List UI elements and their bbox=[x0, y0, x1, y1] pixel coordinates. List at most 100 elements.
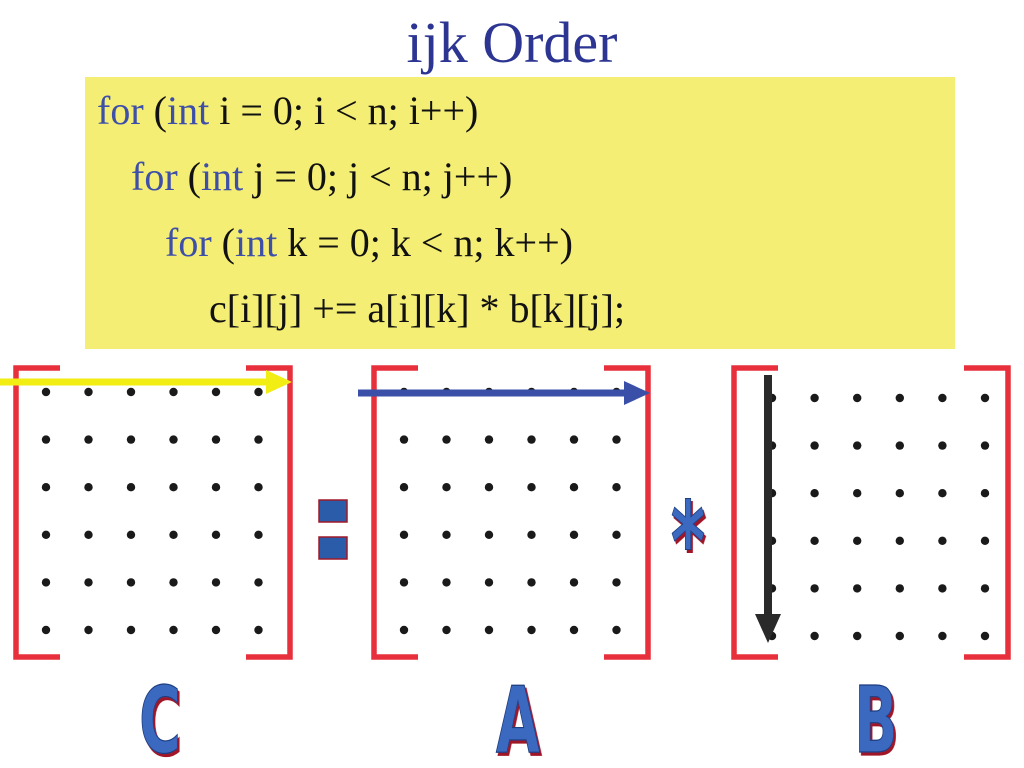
matrix-b-dot bbox=[895, 489, 904, 498]
matrix-c-dot bbox=[169, 435, 178, 444]
matrix-b-dot bbox=[810, 441, 819, 450]
matrix-a-dot bbox=[484, 483, 494, 492]
matrix-a-dot bbox=[399, 483, 409, 492]
matrix-b-dot bbox=[938, 584, 947, 593]
matrix-b-right-bracket bbox=[964, 365, 1011, 660]
arrow-right-icon bbox=[358, 381, 650, 405]
keyword-int: int bbox=[200, 154, 244, 199]
matrix-c-dot bbox=[254, 387, 263, 397]
matrix-b-dot bbox=[810, 489, 819, 498]
matrix-c-dot bbox=[254, 530, 263, 539]
matrix-b-dot bbox=[895, 393, 904, 403]
matrix-b-dot bbox=[853, 441, 862, 450]
matrix-b-dot bbox=[810, 631, 819, 641]
matrix-c-dot bbox=[126, 625, 136, 635]
matrix-c-dot bbox=[84, 435, 93, 444]
matrix-b-dot bbox=[980, 441, 990, 450]
matrix-a-dot bbox=[527, 483, 536, 492]
code-paren: ( bbox=[177, 154, 201, 199]
matrix-a-dot bbox=[612, 530, 621, 539]
page-title: ijk Order bbox=[406, 10, 618, 75]
matrix-c-dot bbox=[169, 530, 178, 539]
matrix-c-dot bbox=[211, 625, 221, 635]
matrix-b-dot bbox=[938, 393, 947, 403]
matrix-c-dot bbox=[211, 530, 221, 539]
matrix-c-dot bbox=[254, 483, 263, 492]
matrix-a-dot bbox=[484, 578, 494, 587]
matrix-b-dot bbox=[980, 584, 990, 593]
matrix-a-right-bracket bbox=[604, 365, 651, 660]
matrix-c-dot bbox=[84, 387, 93, 397]
matrix-b-dot bbox=[853, 584, 862, 593]
matrix-c-dot bbox=[41, 625, 51, 635]
keyword-int: int bbox=[234, 220, 278, 265]
matrix-c-dot bbox=[169, 578, 178, 587]
matrix-b-dot bbox=[810, 393, 819, 403]
matrix-a-dot bbox=[484, 625, 494, 635]
keyword-for: for bbox=[97, 88, 144, 133]
matrix-a-dot bbox=[612, 578, 621, 587]
matrix-a-dot bbox=[569, 578, 579, 587]
code-block: for (int i = 0; i < n; i++) for (int j =… bbox=[85, 77, 955, 349]
code-line-3: for (int k = 0; k < n; k++) bbox=[165, 219, 573, 267]
matrix-a-dot bbox=[399, 625, 409, 635]
matrix-a-dot bbox=[569, 625, 579, 635]
matrix-c-dot bbox=[84, 530, 93, 539]
matrix-b-dot bbox=[980, 536, 990, 545]
matrix-b-left-bracket bbox=[731, 365, 778, 660]
keyword-for: for bbox=[165, 220, 212, 265]
matrix-a-label: A bbox=[496, 668, 540, 768]
matrix-b-dot bbox=[938, 441, 947, 450]
matrix-b-dot bbox=[938, 536, 947, 545]
code-line-1: for (int i = 0; i < n; i++) bbox=[97, 87, 478, 135]
matrix-b-dot bbox=[810, 584, 819, 593]
matrix-c-dot bbox=[84, 483, 93, 492]
matrix-b-dot bbox=[938, 631, 947, 641]
matrix-c-dot bbox=[84, 578, 93, 587]
matrix-a-dot bbox=[612, 483, 621, 492]
matrix-a-dot bbox=[399, 530, 409, 539]
matrix-c-dot bbox=[126, 578, 136, 587]
matrix-a-dot bbox=[484, 530, 494, 539]
matrix-a-dot bbox=[442, 625, 451, 635]
matrix-c-dot bbox=[41, 530, 51, 539]
matrix-b-dot bbox=[853, 489, 862, 498]
matrix-c-left-bracket bbox=[13, 365, 60, 660]
matrix-c-dot bbox=[126, 387, 136, 397]
code-paren: ( bbox=[211, 220, 235, 265]
matrix-c-dot bbox=[84, 625, 93, 635]
matrix-c-dot bbox=[41, 387, 51, 397]
code-text: j = 0; j < n; j++) bbox=[243, 154, 513, 199]
matrix-c-dot bbox=[169, 387, 178, 397]
matrix-b-dot bbox=[895, 584, 904, 593]
matrix-c-dot bbox=[126, 435, 136, 444]
code-text: i = 0; i < n; i++) bbox=[209, 88, 479, 133]
code-body: c[i][j] += a[i][k] * b[k][j]; bbox=[209, 286, 626, 331]
code-text: k = 0; k < n; k++) bbox=[277, 220, 573, 265]
code-line-2: for (int j = 0; j < n; j++) bbox=[131, 153, 512, 201]
matrix-c-dot bbox=[41, 435, 51, 444]
times-operator: * bbox=[671, 479, 706, 606]
matrix-a-dot bbox=[612, 625, 621, 635]
matrix-b-dot bbox=[810, 536, 819, 545]
matrix-b-dot bbox=[853, 393, 862, 403]
matrix-a-dot bbox=[399, 578, 409, 587]
matrix-c-dot bbox=[254, 625, 263, 635]
keyword-int: int bbox=[166, 88, 210, 133]
matrix-a-dot bbox=[442, 483, 451, 492]
matrix-b-label: B bbox=[854, 668, 897, 768]
matrix-c-dot bbox=[254, 578, 263, 587]
matrix-c-dot bbox=[211, 483, 221, 492]
matrix-c-right-bracket bbox=[246, 365, 293, 660]
matrix-a-dot bbox=[484, 435, 494, 444]
matrix-c-dot bbox=[41, 578, 51, 587]
matrix-c-dot bbox=[254, 435, 263, 444]
matrix-c-label: C bbox=[139, 668, 181, 768]
matrix-b-dot bbox=[980, 393, 990, 403]
matrix-c-dot bbox=[211, 387, 221, 397]
matrix-b-dot bbox=[980, 489, 990, 498]
keyword-for: for bbox=[131, 154, 178, 199]
matrix-b-dot bbox=[895, 441, 904, 450]
arrow-down-icon bbox=[755, 375, 781, 643]
